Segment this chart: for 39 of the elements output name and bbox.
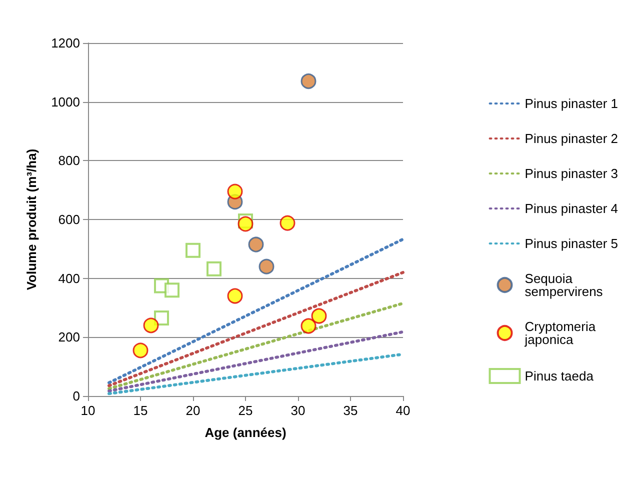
y-tick-label: 0 — [72, 388, 80, 404]
legend-label: Pinus pinaster 4 — [524, 201, 618, 216]
point — [311, 308, 327, 324]
point — [143, 318, 159, 334]
x-axis-title: Age (années) — [204, 425, 286, 440]
point — [280, 215, 296, 231]
point — [206, 261, 222, 276]
point — [258, 258, 274, 274]
x-tick-label: 25 — [238, 403, 253, 418]
legend-label: Pinus pinaster 3 — [524, 166, 618, 181]
point — [227, 288, 243, 304]
x-tick-label: 20 — [186, 403, 200, 418]
legend-label: Cryptomeria japonica — [524, 319, 600, 347]
point — [227, 184, 243, 200]
point — [238, 216, 254, 232]
point — [154, 310, 169, 326]
x-tick-label: 15 — [133, 403, 148, 418]
y-axis-title: Volume produit (m³/ha) — [24, 148, 39, 290]
legend-label: Pinus taeda — [524, 368, 594, 384]
legend-label: Sequoia sempervirens — [524, 271, 604, 299]
x-tick-label: 10 — [80, 403, 96, 418]
point — [132, 342, 148, 358]
point — [186, 242, 200, 258]
point — [300, 73, 316, 89]
legend-label: Pinus pinaster 2 — [524, 131, 618, 146]
point — [164, 282, 180, 298]
y-tick-label: 1200 — [51, 36, 80, 50]
x-tick-label: 35 — [343, 403, 358, 418]
legend-label: Pinus pinaster 1 — [524, 96, 618, 111]
x-tick-label: 40 — [396, 403, 410, 418]
y-tick-label: 200 — [58, 330, 80, 345]
point — [248, 236, 264, 252]
point — [300, 318, 316, 334]
y-tick-label: 1000 — [51, 94, 80, 110]
legend-label: Pinus pinaster 5 — [524, 236, 618, 251]
x-tick-label: 30 — [290, 403, 306, 418]
y-tick-label: 800 — [58, 153, 80, 168]
y-tick-label: 600 — [58, 212, 80, 227]
y-tick-label: 400 — [58, 270, 80, 286]
